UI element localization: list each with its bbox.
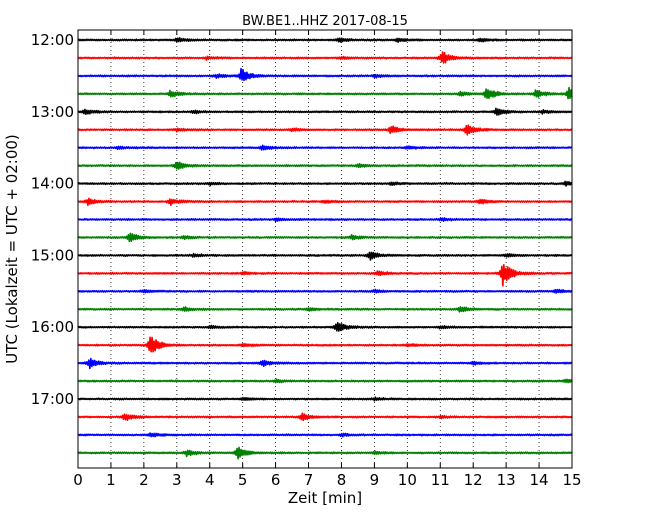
x-tick-label: 7 — [304, 471, 314, 489]
chart-title: BW.BE1..HHZ 2017-08-15 — [242, 14, 408, 29]
x-tick-label: 13 — [497, 471, 516, 489]
x-tick-label: 10 — [398, 471, 417, 489]
y-tick-label: 13:00 — [31, 103, 74, 121]
x-tick-label: 15 — [562, 471, 581, 489]
trace-1400 — [77, 180, 573, 187]
x-tick-label: 3 — [172, 471, 182, 489]
trace-1245 — [77, 86, 573, 100]
x-tick-label: 1 — [106, 471, 116, 489]
trace-1545 — [77, 306, 573, 313]
trace-1515 — [77, 263, 573, 287]
x-tick-label: 12 — [464, 471, 483, 489]
trace-1630 — [77, 357, 573, 370]
trace-1600 — [77, 321, 573, 332]
x-tick-label: 2 — [139, 471, 149, 489]
x-tick-label: 8 — [337, 471, 347, 489]
trace-1500 — [77, 251, 573, 261]
x-tick-label: 6 — [271, 471, 281, 489]
x-tick-label: 4 — [205, 471, 215, 489]
trace-1645 — [77, 378, 573, 384]
y-tick-label: 12:00 — [31, 31, 74, 49]
trace-1430 — [77, 217, 573, 223]
x-tick-label: 5 — [238, 471, 248, 489]
trace-1700 — [77, 396, 573, 402]
trace-1445 — [77, 232, 573, 243]
trace-1345 — [77, 161, 573, 170]
y-axis-label: UTC (Lokalzeit = UTC + 02:00) — [3, 134, 21, 364]
x-axis: 0 1 2 3 4 5 6 7 8 9 10 11 12 13 14 15 — [73, 30, 582, 489]
trace-1615 — [77, 336, 573, 353]
x-tick-label: 0 — [73, 471, 83, 489]
trace-1745 — [77, 446, 573, 460]
x-tick-label: 9 — [370, 471, 380, 489]
trace-1530 — [77, 288, 573, 294]
trace-1300 — [77, 107, 573, 116]
trace-1315 — [77, 124, 573, 136]
trace-1200 — [77, 37, 573, 43]
trace-1330 — [77, 144, 573, 151]
y-tick-label: 14:00 — [31, 175, 74, 193]
trace-1215 — [77, 51, 573, 64]
x-tick-label: 11 — [431, 471, 450, 489]
trace-1730 — [77, 432, 573, 438]
trace-1715 — [77, 412, 573, 422]
y-tick-label: 15:00 — [31, 246, 74, 264]
y-tick-label: 17:00 — [31, 390, 74, 408]
y-tick-label: 16:00 — [31, 318, 74, 336]
x-axis-label: Zeit [min] — [288, 489, 362, 507]
trace-layer — [77, 37, 573, 460]
trace-1415 — [77, 197, 573, 207]
plot-frame — [77, 29, 573, 469]
x-tick-label: 14 — [530, 471, 549, 489]
y-axis: 12:00 13:00 14:00 15:00 16:00 17:00 — [31, 31, 572, 408]
trace-1230 — [77, 67, 573, 82]
grid-layer — [77, 30, 573, 468]
